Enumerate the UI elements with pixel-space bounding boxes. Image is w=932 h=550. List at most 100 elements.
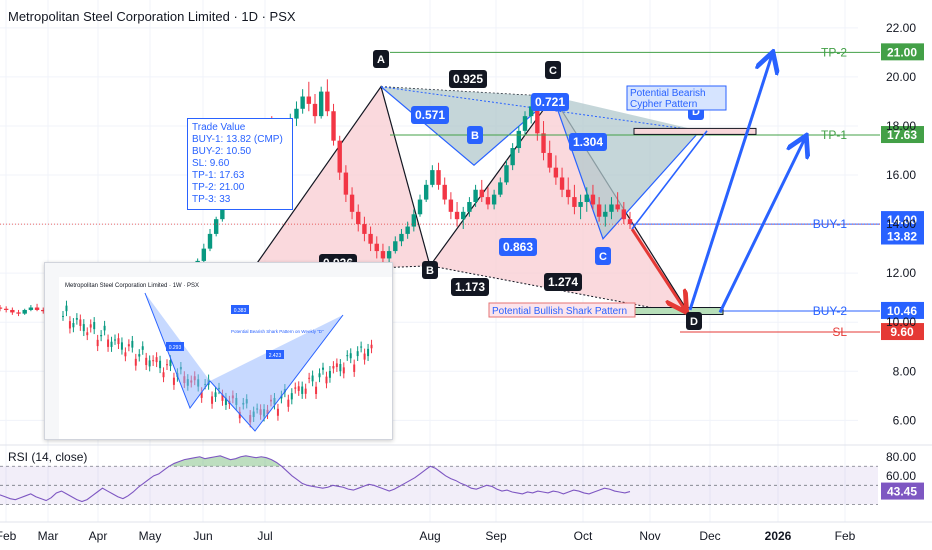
time-axis: Feb Mar Apr May Jun Jul Aug Sep Oct Nov Dec 2026 Feb [0, 521, 932, 543]
candle-body [535, 106, 540, 134]
level-name: BUY-2 [813, 304, 848, 318]
level-value-label: 9.60 [890, 325, 914, 339]
level-value-label: 13.82 [887, 230, 917, 244]
inset-candle-body [145, 357, 148, 366]
candle-body [485, 197, 491, 205]
candle-body [528, 106, 534, 117]
candle-body [411, 214, 417, 227]
candle-body [621, 209, 627, 220]
candle-body [553, 167, 559, 178]
trade-line-buy1: BUY-1: 13.82 (CMP) [192, 134, 283, 145]
inset-candle-body [325, 376, 328, 384]
ratio-label: 0.925 [453, 72, 483, 86]
ratio-box [569, 133, 607, 151]
candle-body [16, 312, 21, 314]
inset-candle-body [134, 358, 137, 366]
inset-candle-body [294, 387, 297, 389]
inset-candle-body [287, 399, 290, 407]
price-tick-label: 22.00 [886, 21, 916, 35]
shark-point-c: C [549, 65, 557, 77]
projection-arrows [630, 55, 805, 313]
level-value-label: 14.00 [887, 213, 917, 227]
level-name: TP-2 [821, 45, 847, 59]
inset-candle-body [152, 360, 155, 362]
inset-candle-body [89, 324, 92, 328]
level-name: SL [832, 325, 847, 339]
inset-candle-body [339, 364, 342, 372]
candle-body [467, 202, 472, 212]
candle-body [207, 233, 213, 249]
candle-body [349, 194, 355, 212]
candle-body [461, 211, 466, 220]
inset-candle-body [79, 319, 82, 326]
candle-body [300, 96, 305, 109]
level-value-label: 10.46 [887, 304, 917, 318]
inset-candle-body [117, 338, 120, 345]
candle-body [362, 224, 367, 234]
inset-candle-body [107, 339, 110, 347]
price-tick-label: 12.00 [886, 266, 916, 280]
inset-candle-body [131, 340, 134, 348]
candle-body [3, 308, 9, 310]
inset-candle-body [360, 346, 363, 348]
candle-body [325, 91, 330, 112]
inset-candle-body [214, 392, 217, 397]
candle-body [603, 211, 608, 217]
inset-candle-body [276, 408, 279, 416]
inset-candle-body [148, 360, 151, 367]
rsi-line [0, 455, 631, 503]
bearish-arrow [630, 228, 685, 310]
candle-body [318, 91, 324, 117]
candle-body [479, 189, 484, 198]
shark-point-b: B [426, 265, 434, 277]
candle-body [0, 307, 3, 309]
level-name: BUY-1 [813, 217, 848, 231]
ratio-label: 0.571 [415, 108, 445, 122]
shark-annotation-box [488, 302, 636, 318]
candle-body [609, 204, 614, 212]
candle-body [393, 241, 398, 252]
inset-title: Metropolitan Steel Corporation Limited ·… [65, 283, 199, 289]
trade-value-heading: Trade Value [192, 122, 246, 133]
cypher-point-d: D [692, 106, 700, 118]
level-value-box [881, 301, 924, 319]
price-tick-label: 16.00 [886, 168, 916, 182]
candle-body [356, 211, 361, 225]
candle-body [41, 309, 46, 312]
rsi-tick-label: 80.00 [886, 450, 916, 464]
candle-body [368, 233, 373, 244]
inset-candle-body [200, 392, 203, 398]
trade-line-tp2: TP-2: 21.00 [192, 182, 245, 193]
cypher-annotation-line1: Potential Bearish [630, 88, 706, 99]
trade-line-buy2: BUY-2: 10.50 [192, 146, 252, 157]
inset-candle-body [166, 364, 168, 366]
time-tick-label: May [139, 529, 162, 543]
inset-candle-body [290, 393, 293, 400]
inset-candle-body [103, 325, 106, 331]
candle-body [213, 219, 219, 234]
inset-candle-body [211, 396, 214, 404]
inset-candle-body [367, 348, 370, 357]
trade-value-box: Trade Value BUY-1: 13.82 (CMP) BUY-2: 10… [187, 118, 293, 210]
inset-ratio-label: 0.383 [234, 308, 247, 314]
candle-body [448, 199, 454, 212]
inset-candle-body [356, 351, 359, 357]
inset-candle-body [96, 339, 99, 347]
ratio-label: 0.863 [503, 240, 533, 254]
cypher-projection [631, 130, 708, 230]
time-tick-label: Jun [193, 529, 212, 543]
shark-d-zone [634, 307, 724, 316]
inset-candle-body [318, 373, 321, 378]
candle-body [343, 172, 349, 195]
inset-pattern-fill [210, 315, 343, 431]
inset-candle-body [342, 367, 345, 374]
candle-body [436, 170, 441, 185]
chart-title: Metropolitan Steel Corporation Limited ·… [8, 9, 296, 24]
shark-annotation: Potential Bullish Shark Pattern [492, 306, 627, 317]
price-tick-label: 6.00 [893, 413, 917, 427]
time-tick-label: Mar [38, 529, 59, 543]
ratio-box [499, 238, 537, 256]
inset-chart: Metropolitan Steel Corporation Limited ·… [45, 263, 392, 439]
